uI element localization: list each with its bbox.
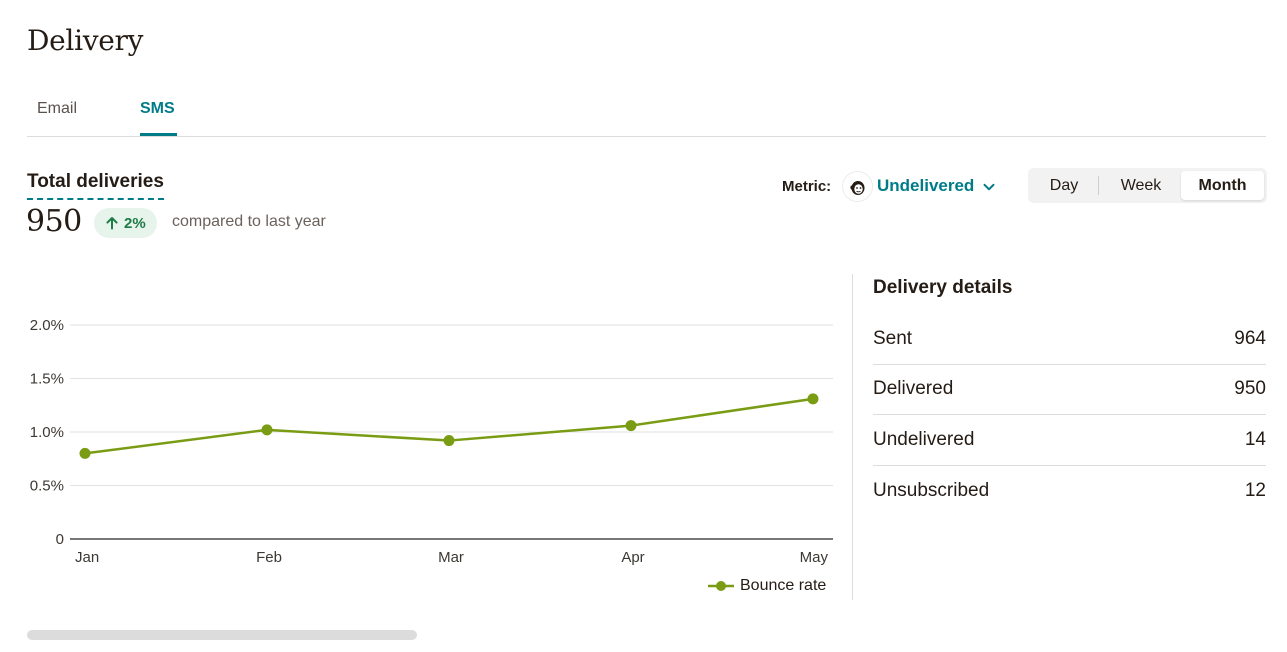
line-chart: 2.0% 1.5% 1.0% 0.5% 0 Jan Feb Mar Apr May (30, 317, 833, 566)
detail-label: Sent (873, 327, 913, 349)
legend-label: Bounce rate (740, 577, 827, 594)
mailchimp-logo-icon (843, 172, 872, 201)
compare-text: compared to last year (172, 213, 326, 230)
period-week-button[interactable]: Week (1120, 176, 1162, 194)
period-separator (1098, 176, 1099, 195)
total-deliveries-value: 950 (26, 204, 82, 239)
metric-label: Metric: (782, 178, 832, 195)
legend-series-marker-icon (708, 581, 734, 591)
data-point (625, 420, 637, 432)
delivery-details-title: Delivery details (873, 277, 1013, 298)
detail-label: Delivered (873, 378, 954, 400)
x-tick-label: Jan (75, 549, 99, 566)
detail-row-undelivered: Undelivered 14 (873, 415, 1266, 466)
y-tick-label: 2.0% (30, 317, 64, 334)
metric-dropdown[interactable]: Undelivered (877, 176, 996, 196)
change-badge: 2% (94, 208, 157, 238)
x-tick-label: Apr (621, 549, 644, 566)
bounce-rate-chart: 2.0% 1.5% 1.0% 0.5% 0 Jan Feb Mar Apr May (0, 260, 850, 610)
page-title: Delivery (27, 24, 144, 57)
detail-row-delivered: Delivered 950 (873, 365, 1266, 415)
total-deliveries-label[interactable]: Total deliveries (27, 171, 164, 200)
detail-value: 964 (1234, 327, 1266, 349)
y-tick-label: 0 (56, 531, 64, 548)
horizontal-scrollbar[interactable] (27, 630, 417, 640)
metric-selected-value: Undelivered (877, 176, 975, 195)
period-day-button[interactable]: Day (1049, 176, 1079, 194)
active-tab-indicator (140, 133, 177, 136)
delivery-details-panel: Delivery details Sent 964 Delivered 950 … (873, 276, 1266, 516)
tab-email[interactable]: Email (37, 100, 78, 117)
detail-value: 14 (1244, 428, 1266, 450)
period-month-button[interactable]: Month (1181, 171, 1264, 200)
detail-value: 950 (1234, 378, 1266, 400)
change-value: 2% (124, 214, 146, 232)
panel-divider (852, 274, 853, 600)
y-tick-label: 1.5% (30, 371, 64, 388)
x-tick-label: Feb (256, 549, 282, 566)
y-tick-label: 0.5% (30, 478, 64, 495)
detail-label: Unsubscribed (873, 479, 990, 501)
x-tick-label: May (800, 549, 829, 566)
detail-row-sent: Sent 964 (873, 314, 1266, 365)
chart-legend: Bounce rate (708, 577, 826, 595)
chevron-down-icon (983, 183, 995, 191)
tab-sms[interactable]: SMS (140, 100, 175, 117)
data-point (807, 393, 819, 405)
detail-label: Undelivered (873, 428, 975, 450)
detail-value: 12 (1244, 479, 1266, 501)
y-tick-label: 1.0% (30, 424, 64, 441)
tab-bar: Email SMS (27, 90, 1266, 137)
detail-row-unsubscribed: Unsubscribed 12 (873, 466, 1266, 517)
data-point (261, 424, 273, 436)
data-point (443, 435, 455, 447)
data-point (79, 447, 91, 459)
x-tick-label: Mar (438, 549, 464, 566)
period-toggle: Day Week Month (1028, 168, 1267, 203)
arrow-up-icon (106, 217, 118, 230)
